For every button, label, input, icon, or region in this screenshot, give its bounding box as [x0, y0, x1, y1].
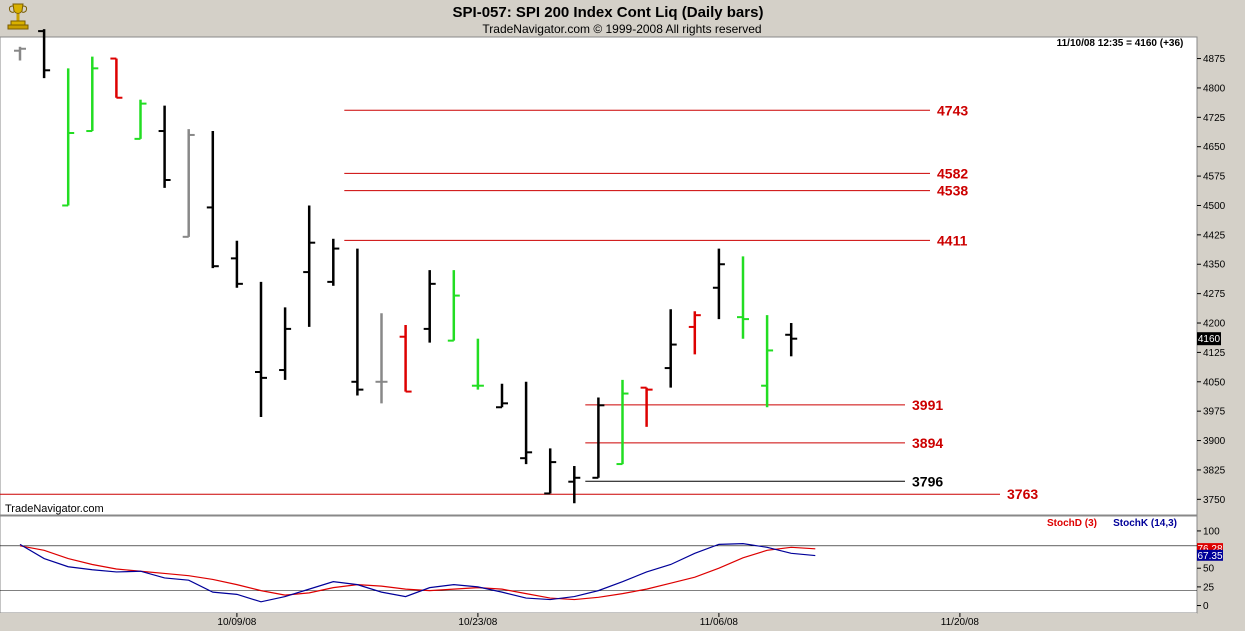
price-tick-label: 3975	[1203, 407, 1226, 418]
ohlc-bar	[688, 311, 701, 355]
level-label: 3763	[1007, 486, 1038, 502]
ohlc-bar	[785, 323, 798, 357]
stochk-value: 67.35	[1197, 551, 1222, 562]
watermark: TradeNavigator.com	[5, 503, 104, 515]
ohlc-bar	[712, 248, 725, 320]
ohlc-bar	[158, 105, 171, 188]
date-axis-bg	[0, 613, 1197, 631]
stochastic-lines	[19, 543, 816, 603]
ohlc-bar	[255, 281, 267, 418]
price-tick-label: 4275	[1203, 289, 1226, 300]
ohlc-bar	[761, 315, 774, 408]
ohlc-bar	[206, 131, 219, 269]
price-tick-label: 4800	[1203, 83, 1226, 94]
price-tick-label: 4125	[1203, 348, 1226, 359]
copyright-text: TradeNavigator.com © 1999-2008 All right…	[482, 22, 761, 36]
ohlc-bar	[86, 56, 99, 133]
ohlc-bar	[568, 466, 581, 504]
last-price-marker: 4160	[1197, 332, 1221, 346]
stoch-tick-label: 100	[1203, 526, 1220, 537]
level-label: 4743	[937, 102, 968, 118]
price-tick-label: 4200	[1203, 319, 1226, 330]
price-tick-label: 3900	[1203, 436, 1226, 447]
ohlc-bar	[134, 99, 147, 140]
price-tick-label: 4425	[1203, 230, 1226, 241]
price-tick-label: 3750	[1203, 495, 1226, 506]
level-label: 3894	[912, 435, 943, 451]
ohlc-bar	[399, 324, 412, 393]
ohlc-bar	[38, 29, 51, 79]
stochd-value: 76.28	[1197, 544, 1222, 555]
price-tick-label: 3825	[1203, 465, 1226, 476]
price-tick-label: 4725	[1203, 113, 1226, 124]
last-price-label: 4160	[1198, 334, 1221, 345]
ohlc-bar	[182, 129, 195, 238]
stoch-tick-label: 25	[1203, 582, 1215, 593]
level-label: 3796	[912, 473, 943, 489]
ohlc-bar	[423, 270, 436, 343]
ohlc-bar	[544, 448, 557, 495]
stochastic-panel	[0, 515, 1198, 614]
stoch-series-line	[19, 545, 816, 601]
price-bars	[14, 29, 798, 504]
ohlc-bar	[110, 57, 123, 99]
ohlc-bar	[471, 338, 484, 390]
level-lines: 4743 4582 4538 4411 3991 3894 3796 3763	[0, 102, 1038, 502]
legend-stochk: StochK (14,3)	[1113, 518, 1177, 529]
level-label: 4582	[937, 165, 968, 181]
ohlc-bar	[520, 381, 533, 465]
price-axis: 3750 3825 3900 3975 4050 4125 4200 4275 4350 4425…	[1197, 54, 1226, 506]
ohlc-bar	[616, 379, 629, 466]
ohlc-bar	[279, 307, 292, 380]
price-tick-label: 4650	[1203, 142, 1226, 153]
ohlc-bar	[351, 248, 364, 396]
ohlc-bar	[447, 270, 460, 342]
stoch-value-markers: 76.28 67.35	[1197, 543, 1223, 562]
ohlc-bar	[496, 383, 508, 409]
level-label: 4411	[937, 232, 968, 248]
price-tick-label: 4350	[1203, 260, 1226, 271]
ohlc-bar	[737, 256, 749, 339]
ohlc-bar	[62, 68, 75, 207]
ohlc-bar	[303, 205, 316, 327]
date-axis: 10/09/08 10/23/08 11/06/08 11/20/08	[217, 613, 979, 628]
price-tick-label: 4575	[1203, 172, 1226, 183]
ohlc-bar	[14, 46, 26, 61]
level-label: 3991	[912, 397, 943, 413]
trophy-icon	[7, 3, 29, 30]
timestamp-readout: 11/10/08 12:35 = 4160 (+36)	[1057, 38, 1184, 49]
date-tick-label: 10/09/08	[217, 617, 256, 628]
logo	[7, 3, 29, 30]
stoch-series-line	[19, 543, 816, 603]
ohlc-bar	[327, 238, 340, 286]
date-tick-label: 10/23/08	[458, 617, 497, 628]
price-tick-label: 4875	[1203, 54, 1226, 65]
legend-stochd: StochD (3)	[1047, 518, 1097, 529]
ohlc-bar	[375, 313, 388, 404]
date-tick-label: 11/20/08	[941, 617, 980, 628]
date-tick-label: 11/06/08	[700, 617, 739, 628]
chart-title: SPI-057: SPI 200 Index Cont Liq (Daily b…	[453, 4, 764, 21]
ohlc-bar	[664, 309, 677, 388]
ohlc-bar	[640, 386, 653, 427]
level-label: 4538	[937, 183, 968, 199]
stoch-tick-label: 50	[1203, 564, 1215, 575]
price-tick-label: 4050	[1203, 377, 1226, 388]
ohlc-bar	[592, 397, 605, 479]
ohlc-bar	[230, 240, 243, 288]
price-tick-label: 4500	[1203, 201, 1226, 212]
stoch-tick-label: 0	[1203, 601, 1209, 612]
